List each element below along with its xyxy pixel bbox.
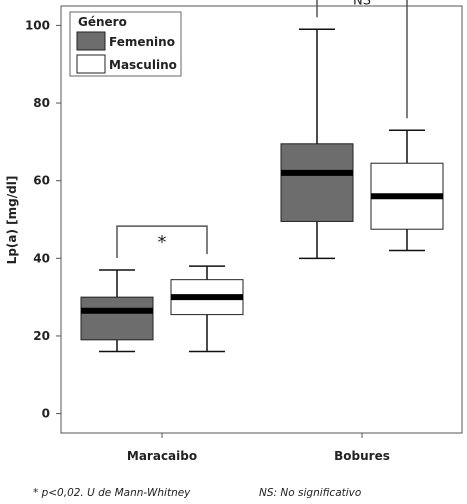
box-femenino-bobures xyxy=(280,28,354,260)
significance-maracaibo: * xyxy=(116,225,208,258)
legend-title: Género xyxy=(78,15,127,29)
footnote-ns: NS: No significativo xyxy=(259,487,362,499)
legend-swatch-masculino xyxy=(76,54,106,74)
x-category-label: Maracaibo xyxy=(127,449,197,463)
box-series xyxy=(80,28,444,353)
significance-bracket xyxy=(116,225,208,258)
y-tick-label: 100 xyxy=(25,18,50,32)
y-tick-label: 60 xyxy=(33,174,50,188)
x-category-label: Bobures xyxy=(334,449,390,463)
significance-brackets: * NS xyxy=(116,0,408,258)
box-masculino-bobures xyxy=(370,129,444,252)
box-masculino-maracaibo xyxy=(170,265,244,353)
legend-swatch-femenino xyxy=(76,31,106,51)
legend-label-masculino: Masculino xyxy=(109,58,177,72)
box-femenino-maracaibo xyxy=(80,269,154,353)
y-tick-label: 40 xyxy=(33,251,50,265)
footnote-significance: * p<0,02. U de Mann-Whitney xyxy=(33,487,191,499)
y-axis-label: Lp(a) [mg/dl] xyxy=(5,176,19,265)
significance-label: * xyxy=(158,232,167,253)
legend: Género Femenino Masculino xyxy=(69,11,182,77)
box-iqr xyxy=(280,143,354,222)
y-tick-label: 0 xyxy=(42,407,50,421)
box-iqr xyxy=(80,296,154,341)
y-tick-label: 20 xyxy=(33,329,50,343)
y-tick-label: 80 xyxy=(33,96,50,110)
significance-bracket xyxy=(316,0,408,119)
legend-label-femenino: Femenino xyxy=(109,35,175,49)
significance-bobures: NS xyxy=(316,0,408,119)
significance-label: NS xyxy=(353,0,371,8)
y-axis-ticks: 0 20 40 60 80 100 xyxy=(25,18,61,421)
x-axis-categories: Maracaibo Bobures xyxy=(127,433,390,463)
